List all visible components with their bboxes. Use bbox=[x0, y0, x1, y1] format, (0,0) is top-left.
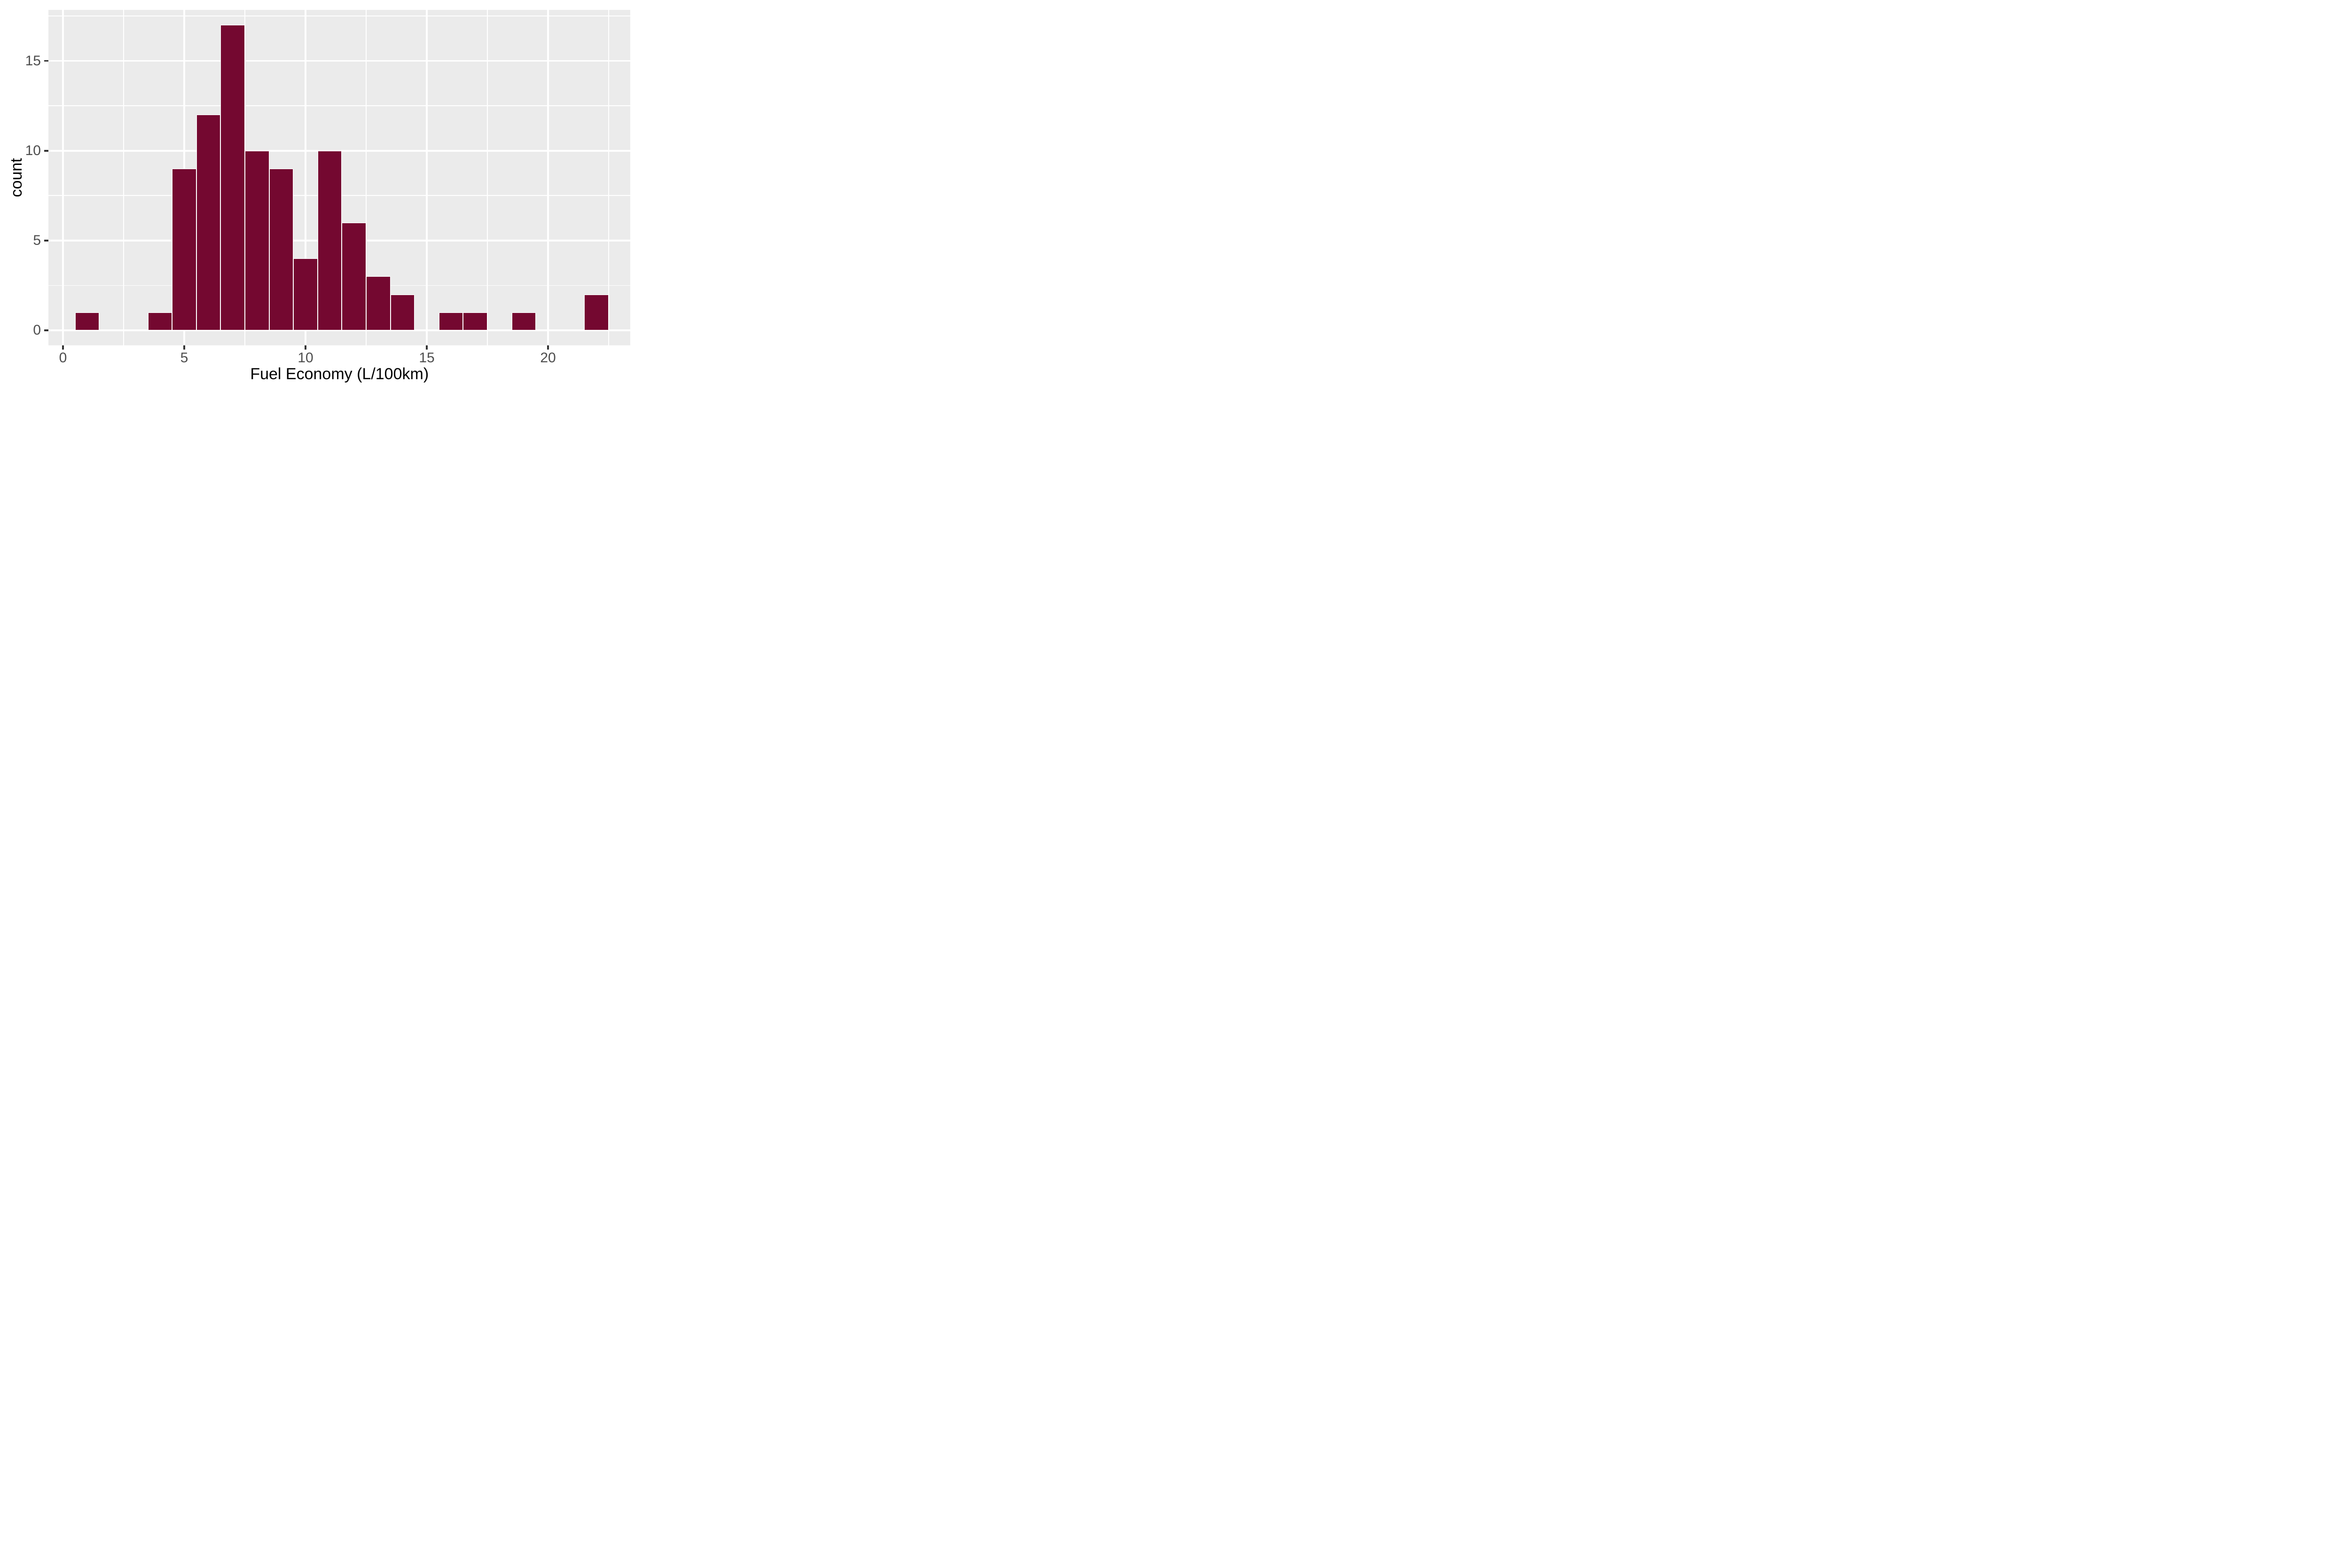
y-tick-label-0: 0 bbox=[33, 322, 41, 338]
histogram-bar-4 bbox=[148, 312, 172, 330]
x-tick-mark-5 bbox=[183, 345, 185, 350]
gridline-x-minor-2.5 bbox=[123, 9, 124, 346]
x-tick-mark-15 bbox=[426, 345, 428, 350]
histogram-bar-6 bbox=[196, 115, 221, 330]
x-tick-label-5: 5 bbox=[180, 350, 188, 366]
histogram-bar-10 bbox=[293, 258, 318, 330]
gridline-y-major-0 bbox=[48, 329, 631, 331]
y-tick-mark-5 bbox=[44, 240, 49, 242]
histogram-bar-13 bbox=[366, 276, 391, 330]
y-axis-title: count bbox=[8, 158, 25, 197]
x-axis-title: Fuel Economy (L/100km) bbox=[250, 365, 429, 383]
gridline-x-major-20 bbox=[547, 9, 549, 346]
y-tick-mark-0 bbox=[44, 329, 49, 331]
y-tick-label-15: 15 bbox=[25, 53, 41, 69]
x-tick-label-0: 0 bbox=[59, 350, 67, 366]
histogram-figure: Fuel Economy (L/100km) count 0 5 10 15 20 0 5 1… bbox=[0, 0, 634, 392]
gridline-y-major-15 bbox=[48, 60, 631, 62]
gridline-y-minor-12.5 bbox=[48, 105, 631, 107]
plot-panel bbox=[48, 9, 631, 346]
gridline-x-minor-22.5 bbox=[608, 9, 609, 346]
x-tick-mark-10 bbox=[305, 345, 306, 350]
histogram-bar-5 bbox=[172, 168, 196, 330]
x-tick-mark-0 bbox=[62, 345, 64, 350]
x-tick-label-15: 15 bbox=[419, 350, 435, 366]
x-tick-label-10: 10 bbox=[298, 350, 313, 366]
gridline-x-major-10 bbox=[305, 9, 306, 346]
histogram-bar-16 bbox=[439, 312, 463, 330]
histogram-bar-17 bbox=[463, 312, 487, 330]
histogram-bar-19 bbox=[511, 312, 536, 330]
histogram-bar-12 bbox=[342, 222, 366, 330]
x-tick-mark-20 bbox=[547, 345, 549, 350]
gridline-x-minor-12.5 bbox=[366, 9, 367, 346]
histogram-bar-11 bbox=[317, 150, 342, 330]
y-tick-mark-15 bbox=[44, 60, 49, 62]
x-tick-label-20: 20 bbox=[540, 350, 556, 366]
histogram-bar-14 bbox=[390, 294, 415, 330]
histogram-bar-8 bbox=[244, 150, 269, 330]
y-tick-label-5: 5 bbox=[33, 232, 41, 248]
histogram-bar-1 bbox=[75, 312, 100, 330]
histogram-bar-22 bbox=[584, 294, 609, 330]
y-tick-mark-10 bbox=[44, 150, 49, 152]
histogram-bar-7 bbox=[220, 25, 245, 330]
histogram-bar-9 bbox=[269, 168, 294, 330]
gridline-x-minor-17.5 bbox=[487, 9, 488, 346]
gridline-x-major-15 bbox=[426, 9, 428, 346]
y-tick-label-10: 10 bbox=[25, 142, 41, 158]
gridline-x-major-0 bbox=[62, 9, 64, 346]
